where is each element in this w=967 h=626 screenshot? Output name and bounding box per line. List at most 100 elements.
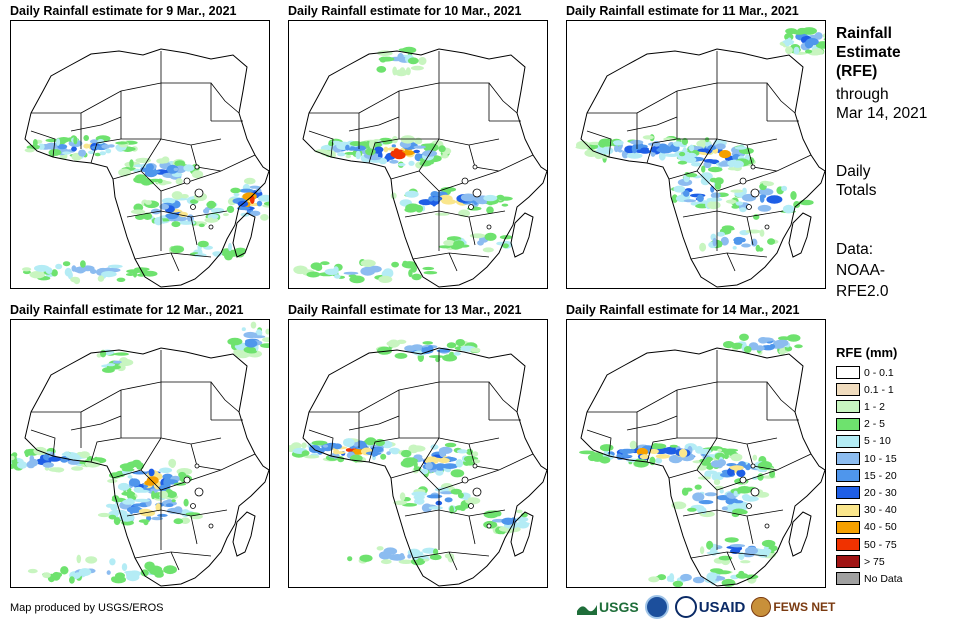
rain-cell	[587, 149, 598, 156]
rain-cell	[243, 331, 258, 339]
rain-cell	[729, 199, 735, 205]
rain-cell	[781, 185, 788, 192]
rain-cell	[706, 197, 723, 202]
legend-label: 10 - 15	[864, 452, 897, 465]
rain-cell	[598, 141, 614, 147]
country-border	[90, 437, 122, 463]
rain-cell	[612, 140, 624, 146]
rain-cell	[438, 194, 453, 203]
rain-cell	[769, 469, 776, 478]
rain-cell	[631, 144, 638, 154]
rain-cell	[762, 181, 775, 187]
country-border	[404, 210, 506, 218]
rain-cell	[157, 513, 168, 517]
rain-cell	[42, 462, 54, 468]
rain-cell	[668, 454, 683, 464]
rain-cell	[45, 142, 58, 150]
country-border	[746, 443, 812, 471]
rainfall-map	[10, 319, 270, 588]
rain-cell	[759, 194, 765, 203]
rain-cell	[116, 277, 126, 282]
rain-cell	[618, 454, 633, 458]
rain-cell	[183, 498, 189, 507]
legend-label: 0.1 - 1	[864, 383, 894, 396]
rain-cell	[256, 200, 263, 207]
legend-item: No Data	[836, 570, 903, 587]
rain-cell	[336, 451, 346, 455]
rain-cell	[692, 492, 705, 502]
rain-cell	[80, 260, 86, 268]
rain-cell	[810, 49, 823, 56]
lake-outline	[183, 476, 191, 484]
rain-cell	[444, 442, 457, 448]
lake-outline	[472, 164, 478, 170]
usaid-logo-text: USAID	[698, 598, 746, 616]
country-border	[210, 381, 240, 413]
country-border	[468, 443, 534, 471]
panel-title: Daily Rainfall estimate for 13 Mar., 202…	[288, 303, 522, 317]
rain-cell	[515, 509, 523, 514]
rain-cell	[673, 141, 683, 147]
rainfall-layer	[575, 27, 825, 252]
africa-coastline	[302, 48, 547, 288]
totals-line2: Totals	[836, 182, 877, 199]
legend-swatch	[836, 383, 860, 397]
legend-item: 15 - 20	[836, 467, 897, 484]
rain-cell	[687, 507, 697, 512]
madagascar-outline	[232, 212, 256, 258]
rain-cell	[683, 190, 690, 197]
rain-cell	[755, 345, 765, 351]
lake-outline	[183, 177, 191, 185]
rain-cell	[67, 459, 80, 465]
rain-cell	[710, 578, 716, 586]
rain-cell	[135, 214, 145, 221]
rain-cell	[106, 363, 116, 367]
panel-title: Daily Rainfall estimate for 9 Mar., 2021	[10, 4, 237, 18]
country-border	[677, 437, 778, 445]
rain-cell	[709, 177, 718, 183]
rainfall-map	[288, 319, 548, 588]
country-border	[626, 116, 678, 132]
rfe-title-line3: (RFE)	[836, 63, 878, 80]
rain-cell	[425, 462, 433, 470]
rain-cell	[97, 275, 105, 282]
rain-cell	[456, 449, 468, 454]
rain-cell	[301, 450, 310, 456]
rain-cell	[154, 217, 163, 226]
noaa-logo	[644, 595, 669, 619]
rain-cell	[78, 149, 87, 157]
rain-cell	[426, 494, 443, 499]
rain-cell	[428, 355, 445, 359]
rain-cell	[719, 489, 724, 494]
rain-cell	[423, 558, 429, 562]
rain-cell	[78, 568, 92, 577]
rain-cell	[290, 442, 302, 450]
rain-cell	[483, 194, 498, 202]
rain-cell	[706, 540, 714, 550]
rain-cell	[115, 572, 125, 579]
rain-cell	[629, 139, 644, 145]
rain-cell	[373, 446, 384, 453]
rain-cell	[161, 156, 170, 164]
rain-cell	[705, 141, 711, 147]
country-border	[30, 130, 56, 158]
rain-cell	[690, 162, 702, 167]
rain-cell	[83, 135, 89, 141]
rain-cell	[106, 570, 111, 575]
rain-cell	[410, 65, 424, 71]
rain-cell	[679, 151, 686, 157]
rain-cell	[769, 196, 779, 204]
country-border	[418, 170, 500, 192]
rain-cell	[723, 453, 729, 460]
madagascar-outline	[788, 212, 812, 258]
rain-cell	[393, 500, 407, 506]
rain-cell	[250, 210, 261, 216]
lake-outline	[746, 503, 752, 509]
rain-cell	[233, 193, 240, 197]
rain-cell	[60, 566, 69, 575]
rain-cell	[408, 444, 419, 454]
totals-line1: Daily	[836, 163, 871, 180]
rain-cell	[248, 179, 256, 183]
rain-cell	[469, 233, 486, 239]
legend-swatch	[836, 486, 860, 500]
